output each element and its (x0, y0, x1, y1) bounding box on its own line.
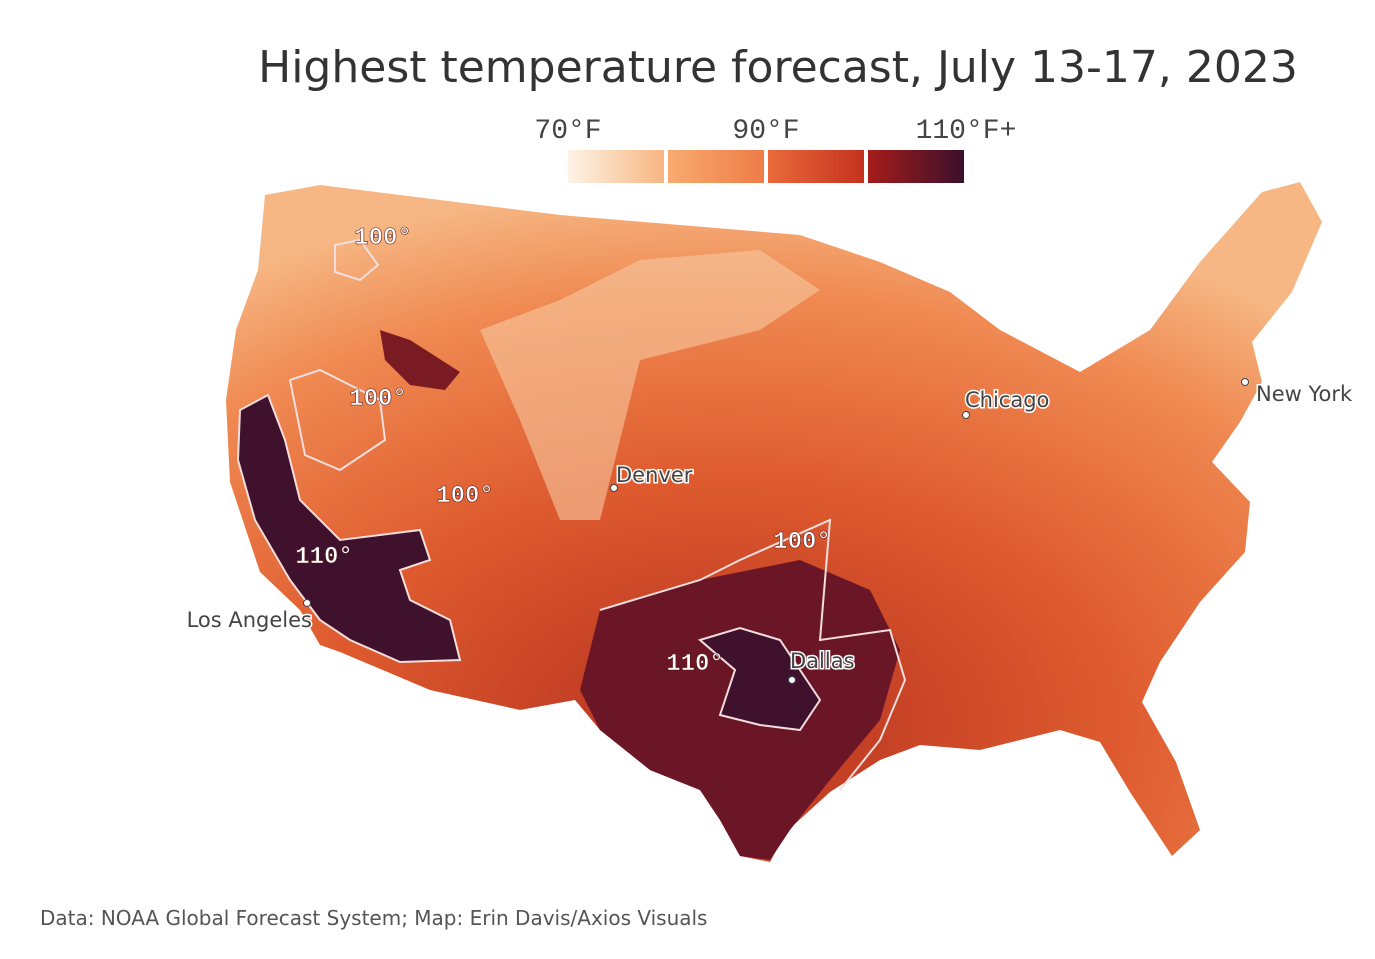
contour-label: 100° (354, 225, 412, 252)
contour (334, 238, 380, 282)
city-dot (303, 599, 311, 607)
legend-swatch (868, 150, 964, 183)
legend-swatch (568, 150, 664, 183)
contour-label: 100° (349, 386, 407, 413)
contour (236, 393, 462, 664)
city-label: Denver (616, 463, 693, 487)
contour-label: 110° (666, 651, 724, 678)
contour (599, 518, 907, 791)
light-region (480, 250, 820, 520)
city-label: Chicago (965, 388, 1049, 412)
city-label: Dallas (790, 649, 855, 673)
legend-swatch (768, 150, 864, 183)
hot-region (238, 395, 460, 662)
hot-region (700, 628, 820, 730)
title: Highest temperature forecast, July 13-17… (258, 42, 1298, 93)
city-dot (610, 484, 618, 492)
city-dot (1241, 378, 1249, 386)
city-label: Los Angeles (187, 608, 312, 632)
hot-region (380, 330, 460, 390)
city-dot (962, 411, 970, 419)
contour-label: 100° (773, 529, 831, 556)
contour (697, 626, 822, 732)
legend-label: 110°F+ (916, 116, 1017, 147)
legend-swatch (668, 150, 764, 183)
source: Data: NOAA Global Forecast System; Map: … (40, 906, 707, 930)
contour (288, 368, 387, 472)
legend-label: 70°F (534, 116, 601, 147)
city-label: New York (1256, 382, 1353, 406)
city-dot (788, 676, 796, 684)
legend-label: 90°F (732, 116, 799, 147)
contour-label: 100° (436, 483, 494, 510)
contour-label: 110° (295, 544, 353, 571)
